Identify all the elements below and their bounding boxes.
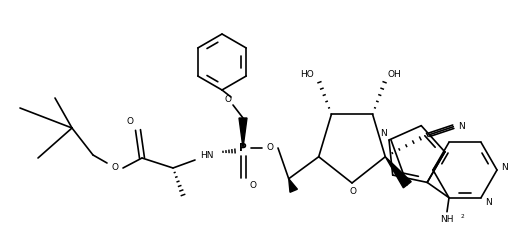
Text: OH: OH [388, 70, 401, 79]
Text: O: O [225, 96, 231, 104]
Polygon shape [385, 157, 411, 188]
Text: O: O [111, 164, 119, 172]
Text: HN: HN [200, 151, 214, 160]
Polygon shape [289, 179, 297, 192]
Text: N: N [458, 122, 465, 131]
Polygon shape [239, 118, 247, 148]
Text: O: O [349, 186, 357, 195]
Text: O: O [267, 144, 274, 153]
Text: NH: NH [440, 215, 454, 224]
Text: N: N [502, 164, 509, 172]
Text: O: O [250, 182, 256, 191]
Text: O: O [126, 117, 134, 127]
Text: P: P [239, 143, 247, 153]
Text: $_2$: $_2$ [460, 212, 465, 221]
Text: N: N [486, 198, 492, 207]
Text: HO: HO [301, 70, 314, 79]
Text: N: N [380, 130, 386, 138]
